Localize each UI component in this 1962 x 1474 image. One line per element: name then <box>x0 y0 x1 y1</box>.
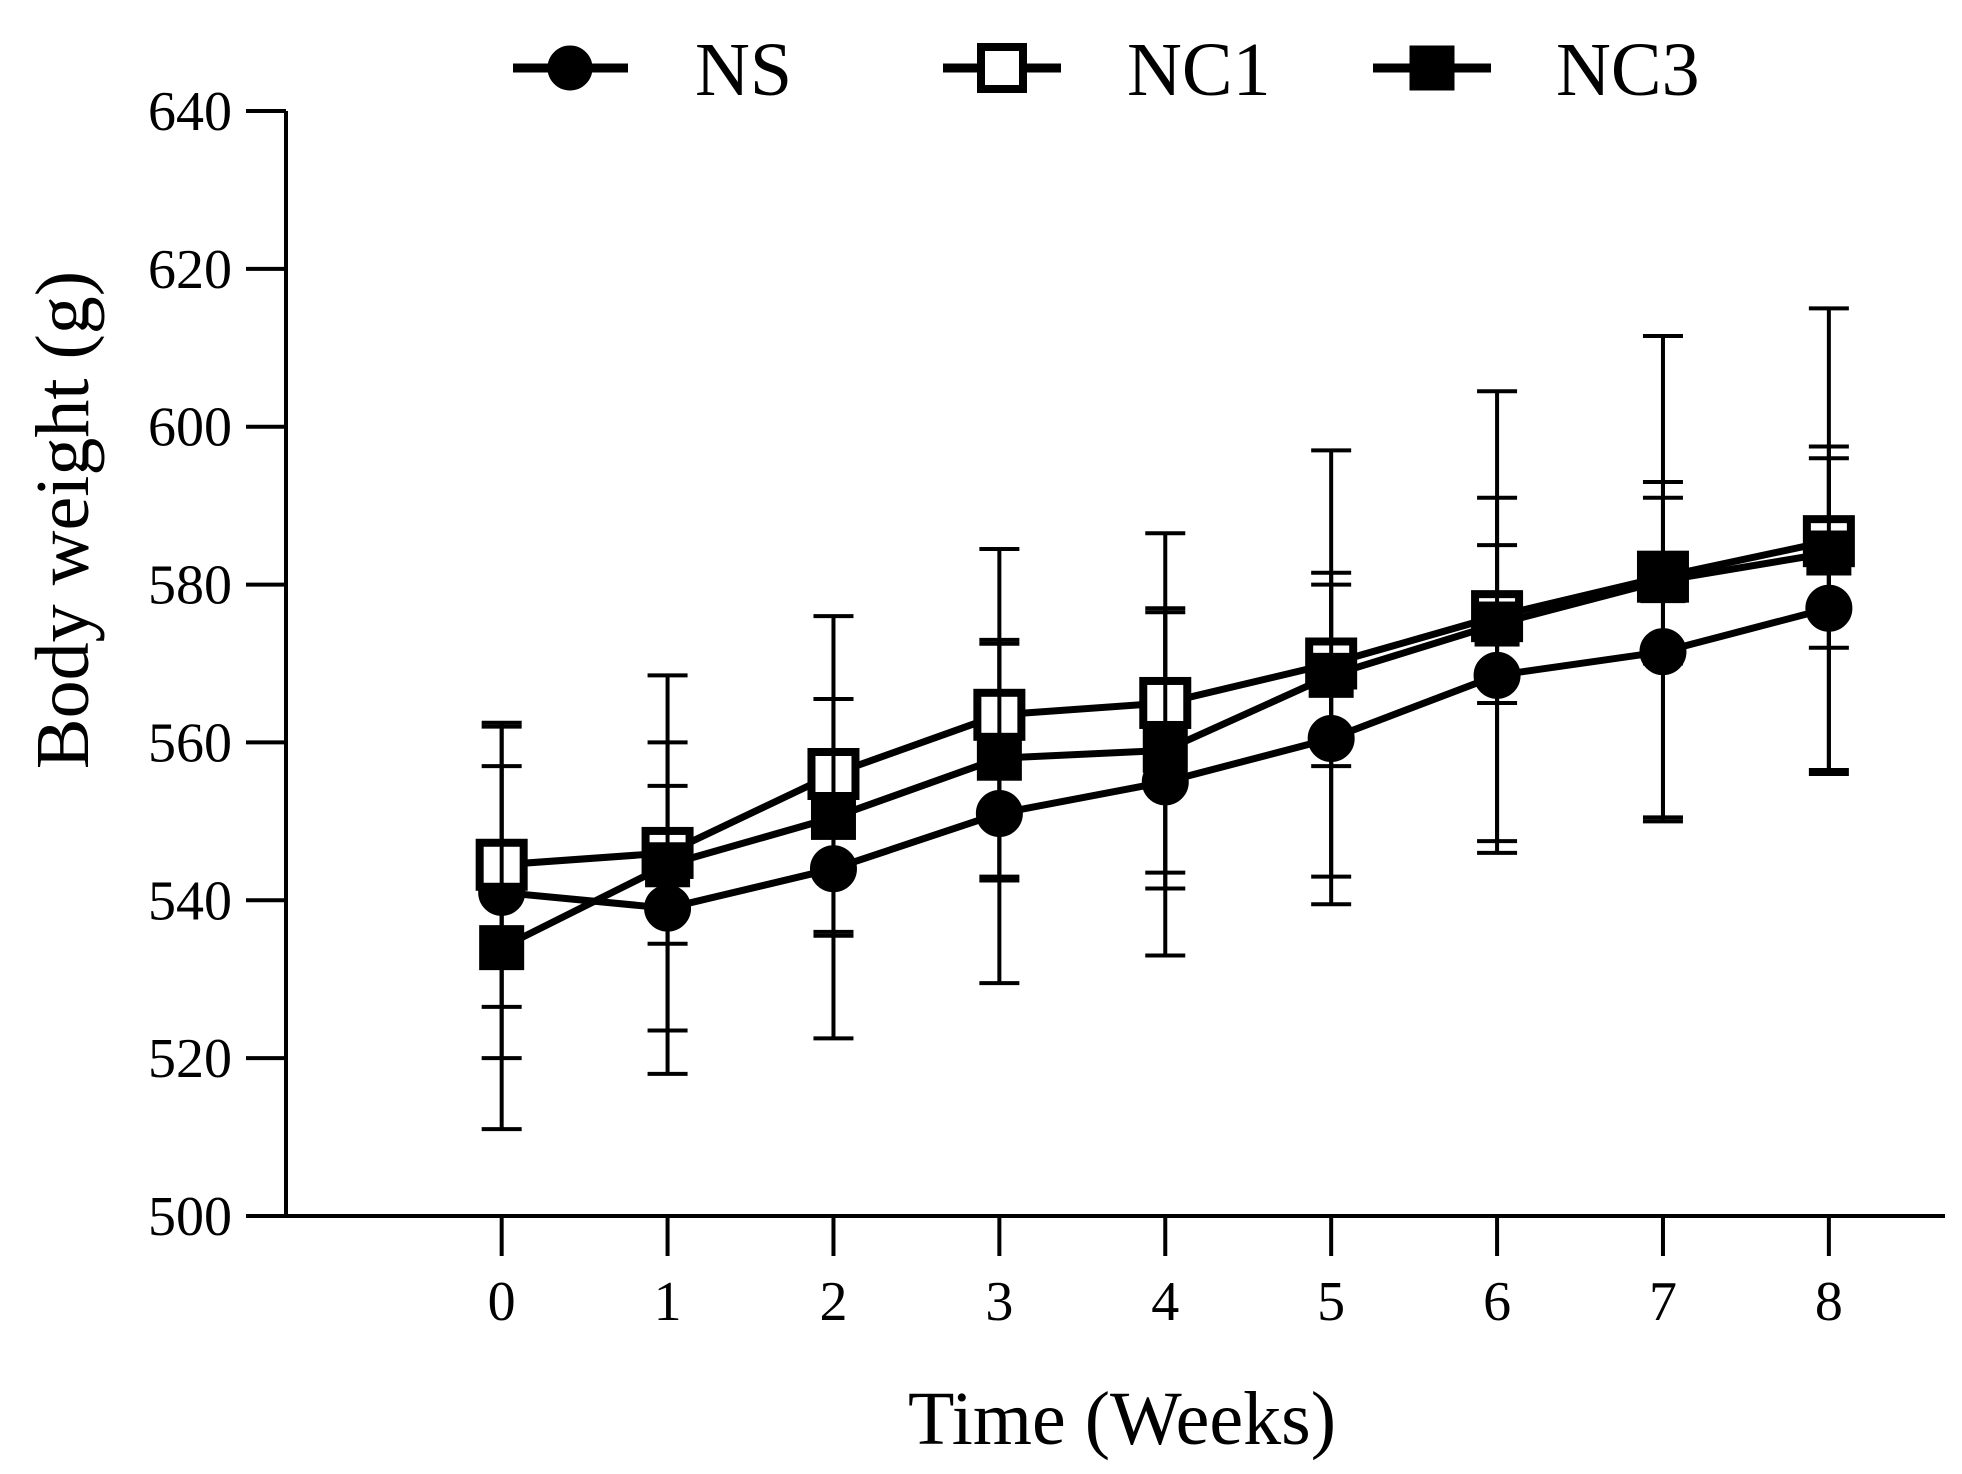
series-nc3-point <box>810 794 856 840</box>
y-tick-label: 640 <box>148 81 232 143</box>
x-tick-label: 8 <box>1815 1271 1843 1333</box>
x-tick-label: 2 <box>819 1271 847 1333</box>
x-tick-label: 5 <box>1317 1271 1345 1333</box>
series-nc3-point <box>1142 727 1188 773</box>
series-nc3-point <box>1474 601 1520 647</box>
y-axis-ticks: 500 520 540 560 580 600 620 640 <box>148 81 286 1248</box>
legend-marker-nc3 <box>1409 45 1455 91</box>
series-nc3-point <box>1806 530 1852 576</box>
legend-label-nc1: NC1 <box>1127 28 1271 112</box>
x-tick-label: 6 <box>1483 1271 1511 1333</box>
legend: NS NC1 NC3 <box>513 28 1700 112</box>
series-nc3-point <box>479 925 525 971</box>
legend-marker-nc1 <box>977 43 1027 93</box>
series-nc3-point <box>645 842 691 888</box>
legend-marker-ns <box>547 45 593 91</box>
x-tick-label: 3 <box>985 1271 1013 1333</box>
y-tick-label: 520 <box>148 1028 232 1090</box>
x-tick-label: 0 <box>488 1271 516 1333</box>
series-nc3-point <box>1640 558 1686 604</box>
series-nc3-point <box>976 735 1022 781</box>
y-tick-label: 540 <box>148 870 232 932</box>
series-nc3-point <box>1308 652 1354 698</box>
legend-label-nc3: NC3 <box>1556 28 1700 112</box>
y-tick-label: 580 <box>148 555 232 617</box>
series-nc3 <box>479 456 1852 1132</box>
y-tick-label: 500 <box>148 1186 232 1248</box>
y-tick-label: 600 <box>148 397 232 459</box>
x-axis-title: Time (Weeks) <box>908 1377 1336 1461</box>
legend-item-nc1: NC1 <box>943 28 1271 112</box>
y-axis-title: Body weight (g) <box>21 271 105 769</box>
legend-item-nc3: NC3 <box>1373 28 1700 112</box>
legend-item-ns: NS <box>513 28 792 112</box>
x-tick-label: 7 <box>1649 1271 1677 1333</box>
y-tick-label: 560 <box>148 712 232 774</box>
data-series <box>475 306 1855 1132</box>
x-tick-label: 4 <box>1151 1271 1179 1333</box>
x-axis-ticks: 0 1 2 3 4 5 6 7 8 <box>488 1216 1843 1333</box>
legend-label-ns: NS <box>695 28 792 112</box>
axes <box>284 111 1945 1218</box>
x-tick-label: 1 <box>654 1271 682 1333</box>
y-tick-label: 620 <box>148 239 232 301</box>
